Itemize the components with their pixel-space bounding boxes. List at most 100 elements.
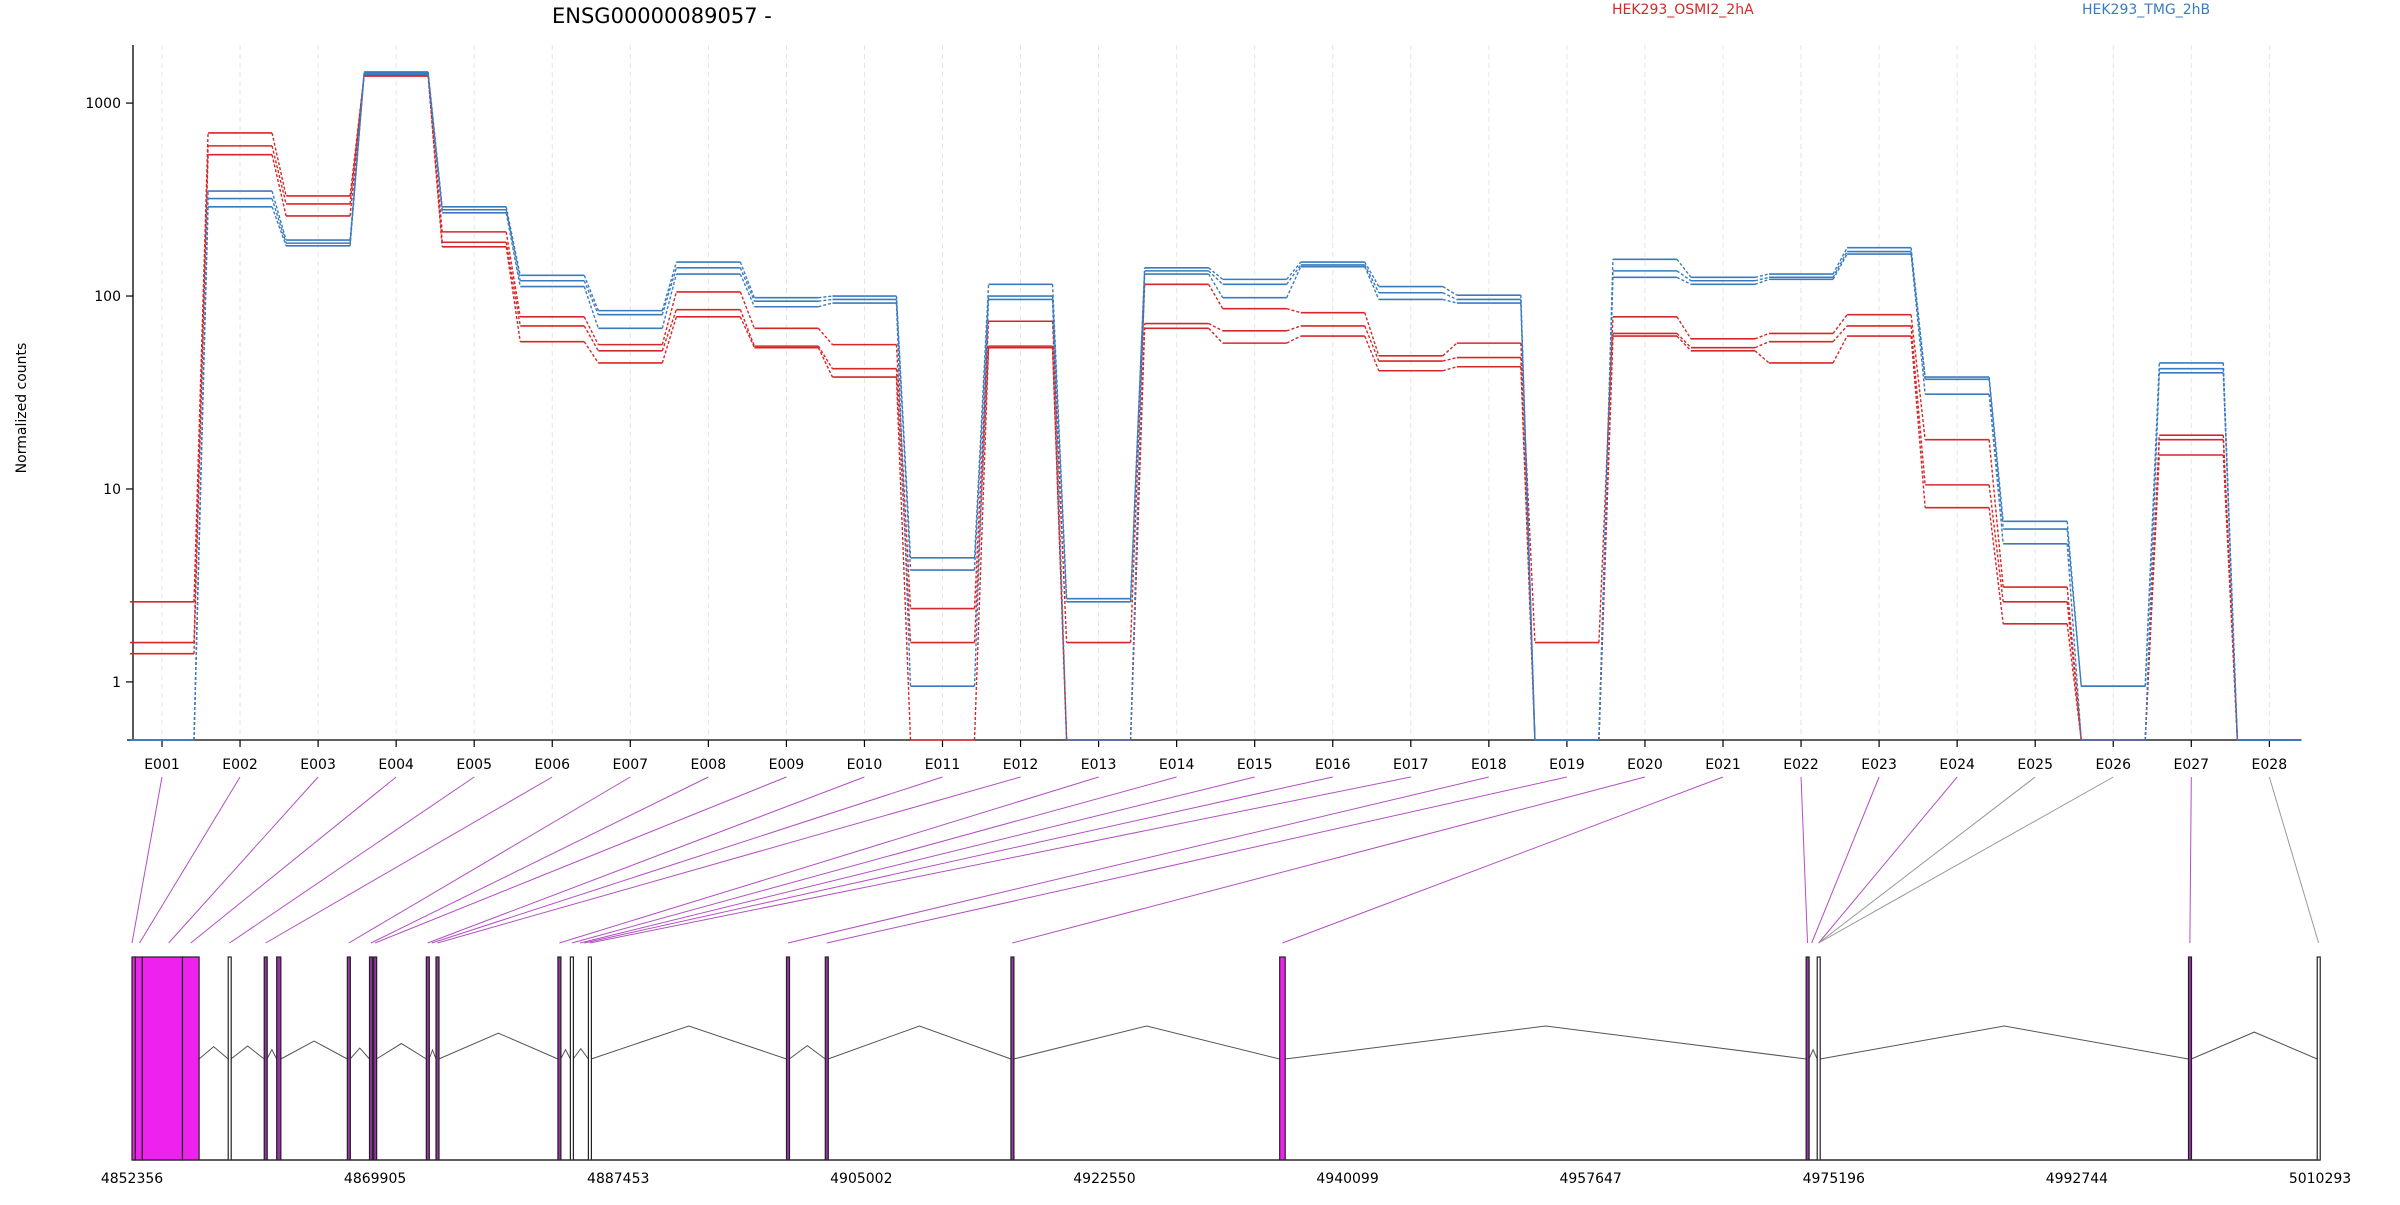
series-5-link-10 — [895, 299, 912, 571]
x-tick-label-e013: E013 — [1081, 757, 1117, 773]
coordinate-tick-3: 4887453 — [587, 1171, 649, 1187]
series-2-link-15 — [1286, 325, 1301, 332]
series-2-link-21 — [1754, 341, 1770, 349]
series-3-link-25 — [2066, 623, 2082, 741]
series-3-link-10 — [895, 377, 912, 741]
series-2-link-25 — [2066, 601, 2082, 741]
series-2-link-23 — [1910, 325, 1926, 485]
series-4-link-15 — [1286, 261, 1302, 280]
exon-block-5 — [227, 956, 232, 1161]
series-5-link-3 — [349, 73, 365, 244]
series-5-link-12 — [1051, 295, 1068, 602]
series-3 — [130, 75, 2302, 741]
exon-block-4 — [181, 956, 200, 1161]
connector-e028 — [2268, 776, 2320, 944]
connector-e022 — [1800, 776, 1809, 944]
series-6-link-5 — [505, 212, 521, 287]
series-2-link-11 — [973, 346, 990, 643]
x-tick-label-e007: E007 — [613, 757, 649, 773]
connector-e011 — [431, 776, 943, 944]
x-tick-label-e021: E021 — [1705, 757, 1741, 773]
y-tick-label-10: 10 — [103, 482, 121, 498]
x-tick-label-e019: E019 — [1549, 757, 1585, 773]
series-6-link-8 — [739, 273, 756, 308]
intron-8 — [349, 1047, 370, 1060]
series-5-link-5 — [505, 209, 521, 281]
coordinate-tick-6: 4940099 — [1316, 1171, 1378, 1187]
connector-e015 — [579, 776, 1255, 944]
series-6-link-13 — [1129, 274, 1146, 741]
x-tick-label-e014: E014 — [1159, 757, 1195, 773]
connector-e007 — [348, 776, 631, 944]
gene-model: 4852356 4869905 4887453 4905002 4922550 49400… — [101, 956, 2351, 1187]
series-4-link-8 — [739, 261, 756, 298]
series-6-link-10 — [895, 302, 912, 687]
series-1-link-8 — [739, 291, 756, 329]
series-4-link-13 — [1129, 267, 1146, 599]
x-tick-label-e012: E012 — [1003, 757, 1039, 773]
series-5-link-16 — [1364, 264, 1380, 294]
intron-13 — [560, 1048, 571, 1060]
y-tick-label-1: 1 — [112, 675, 121, 691]
series-2-link-9 — [817, 345, 834, 370]
exon-connectors — [131, 776, 2320, 944]
series-5-link-14 — [1208, 270, 1224, 285]
gridlines — [161, 45, 2270, 736]
series-6-link-12 — [1051, 299, 1068, 741]
series-6-link-27 — [2222, 372, 2239, 741]
x-tick-label-e026: E026 — [2095, 757, 2131, 773]
series-6-link-16 — [1364, 266, 1380, 300]
coordinate-tick-1: 4852356 — [101, 1171, 163, 1187]
series-5-link-9 — [818, 298, 833, 302]
y-axis-label: Normalized counts — [14, 343, 30, 474]
connector-e001 — [131, 776, 163, 944]
exon-block-2 — [134, 956, 143, 1161]
connector-e021 — [1282, 776, 1724, 944]
exon-block-11 — [425, 956, 430, 1161]
intron-20 — [1808, 1048, 1818, 1060]
intron-14 — [572, 1047, 589, 1060]
series-1-link-21 — [1754, 332, 1770, 340]
series-3-link-8 — [739, 316, 756, 348]
series-6-link-23 — [1910, 253, 1926, 395]
series-4-link-7 — [661, 261, 678, 311]
series-1-link-1 — [193, 132, 209, 602]
series-5-link-13 — [1129, 270, 1146, 602]
series-3-link-4 — [427, 76, 443, 247]
series-2-link-2 — [271, 145, 287, 205]
exon-block-15 — [587, 956, 592, 1161]
x-tick-label-e010: E010 — [847, 757, 883, 773]
x-tick-label-e002: E002 — [222, 757, 258, 773]
legend-entry-osmi2: HEK293_OSMI2_2hA — [1612, 2, 1754, 18]
series-1-link-12 — [1051, 321, 1068, 643]
series-6-link-24 — [1988, 394, 2004, 544]
exon-block-17 — [824, 956, 829, 1161]
series-5-link-6 — [583, 280, 599, 315]
coordinate-tick-7: 4957647 — [1559, 1171, 1621, 1187]
series-2-link-8 — [739, 309, 756, 347]
exon-block-3 — [141, 956, 184, 1161]
exon-block-23 — [2316, 956, 2321, 1161]
connector-e009 — [374, 776, 787, 944]
series-6-link-9 — [818, 302, 833, 308]
series-6-link-18 — [1520, 302, 1536, 741]
intron-18 — [1013, 1025, 1280, 1060]
series-3-link-22 — [1832, 335, 1848, 364]
x-tick-label-e009: E009 — [769, 757, 805, 773]
x-tick-label-e004: E004 — [378, 757, 414, 773]
series-1-link-5 — [505, 231, 521, 317]
series-2-link-16 — [1364, 325, 1380, 362]
series-2-link-7 — [661, 309, 678, 352]
exon-block-19 — [1279, 956, 1286, 1161]
series-4-link-2 — [271, 190, 287, 241]
series-5-link-22 — [1832, 251, 1848, 278]
series-5-link-11 — [973, 295, 990, 571]
x-tick-label-e015: E015 — [1237, 757, 1273, 773]
connector-e020 — [1012, 776, 1646, 944]
exon-block-14 — [569, 956, 574, 1161]
series-6-link-11 — [973, 299, 990, 687]
series-4-link-9 — [818, 295, 833, 299]
series-6-link-22 — [1832, 253, 1848, 280]
series-6-link-19 — [1598, 277, 1614, 741]
coordinate-tick-8: 4975196 — [1803, 1171, 1865, 1187]
